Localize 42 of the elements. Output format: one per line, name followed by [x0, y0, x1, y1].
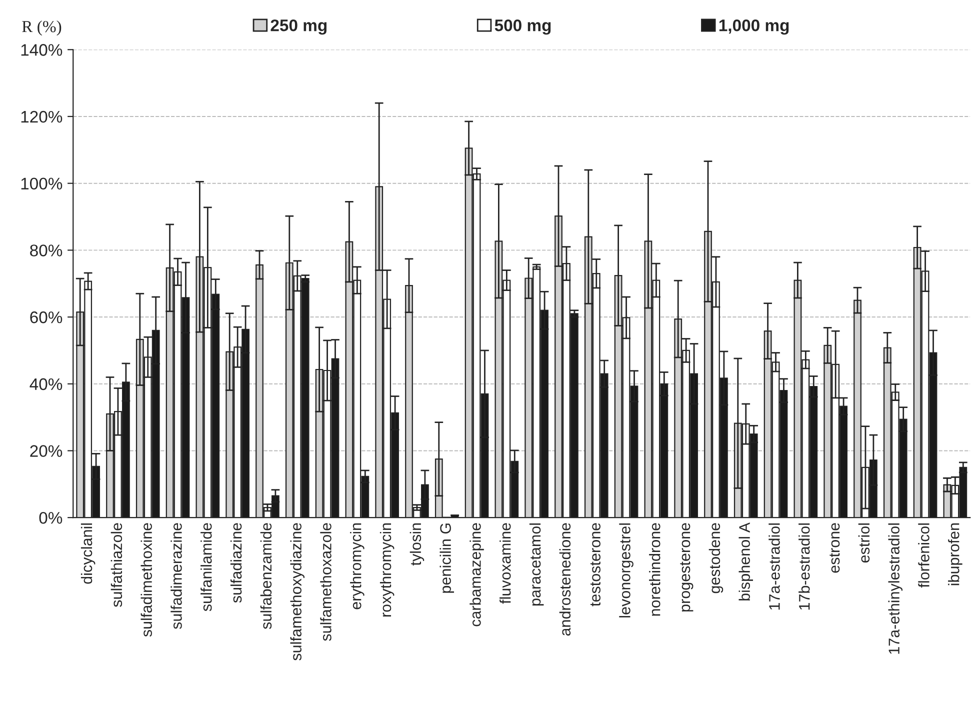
x-tick-label: erythromycin [350, 523, 364, 610]
x-tick-label: gestodene [708, 523, 724, 594]
x-tick-label: 17b-estradiol [798, 523, 810, 610]
x-tick-label: sulfadimethoxine [140, 523, 152, 637]
x-tick-label: sulfathiazole [110, 523, 122, 607]
x-tick-label: sulfabenzamide [260, 523, 272, 630]
x-tick-label: levonorgestrel [619, 523, 634, 618]
x-tick-label: sulfanilamide [200, 523, 212, 612]
x-tick-label: penicilin G [440, 524, 454, 593]
legend-label: 1,000 mg [719, 19, 789, 35]
x-tick-label: sulfadimerazine [170, 523, 182, 629]
x-tick-label: sulfamethoxazole [320, 523, 332, 641]
x-tick-label: sulfamethoxydiazine [290, 523, 304, 660]
y-tick-label: 100% [21, 178, 62, 190]
y-tick-label: 40% [30, 378, 62, 390]
x-tick-label: 17a-ethinylestradiol [888, 523, 902, 654]
x-tick-label: carbamazepine [470, 523, 484, 626]
x-tick-label: norethindrone [649, 523, 660, 616]
y-tick-label: 120% [21, 110, 62, 123]
x-tick-label: testosterone [590, 523, 600, 606]
x-tick-label: androstenedione [559, 523, 571, 636]
x-tick-label: roxythromycin [380, 523, 394, 616]
x-tick-label: estriol [858, 523, 870, 563]
x-tick-label: florfenicol [918, 523, 930, 588]
y-tick-label: 140% [21, 44, 62, 56]
x-tick-label: fluvoxamine [500, 523, 511, 604]
legend-label: 500 mg [494, 19, 551, 35]
x-tick-label: estrone [830, 523, 840, 573]
x-tick-label: paracetamol [529, 523, 544, 606]
x-tick-label: bisphenol A [738, 522, 753, 600]
x-tick-label: dicyclanil [80, 523, 96, 584]
x-tick-label: progesterone [680, 523, 694, 612]
y-tick-label: 0% [39, 512, 62, 524]
x-tick-label: 17a-estradiol [768, 523, 780, 610]
y-tick-label: 60% [30, 311, 62, 324]
x-tick-label: sulfadiazine [230, 523, 242, 603]
y-tick-label: 20% [30, 445, 62, 457]
x-tick-label: tylosin [410, 523, 424, 566]
legend-label: 250 mg [270, 19, 327, 35]
y-axis-title: R (%) [22, 20, 62, 36]
x-tick-label: ibuprofen [948, 523, 962, 586]
y-tick-label: 80% [30, 244, 62, 256]
